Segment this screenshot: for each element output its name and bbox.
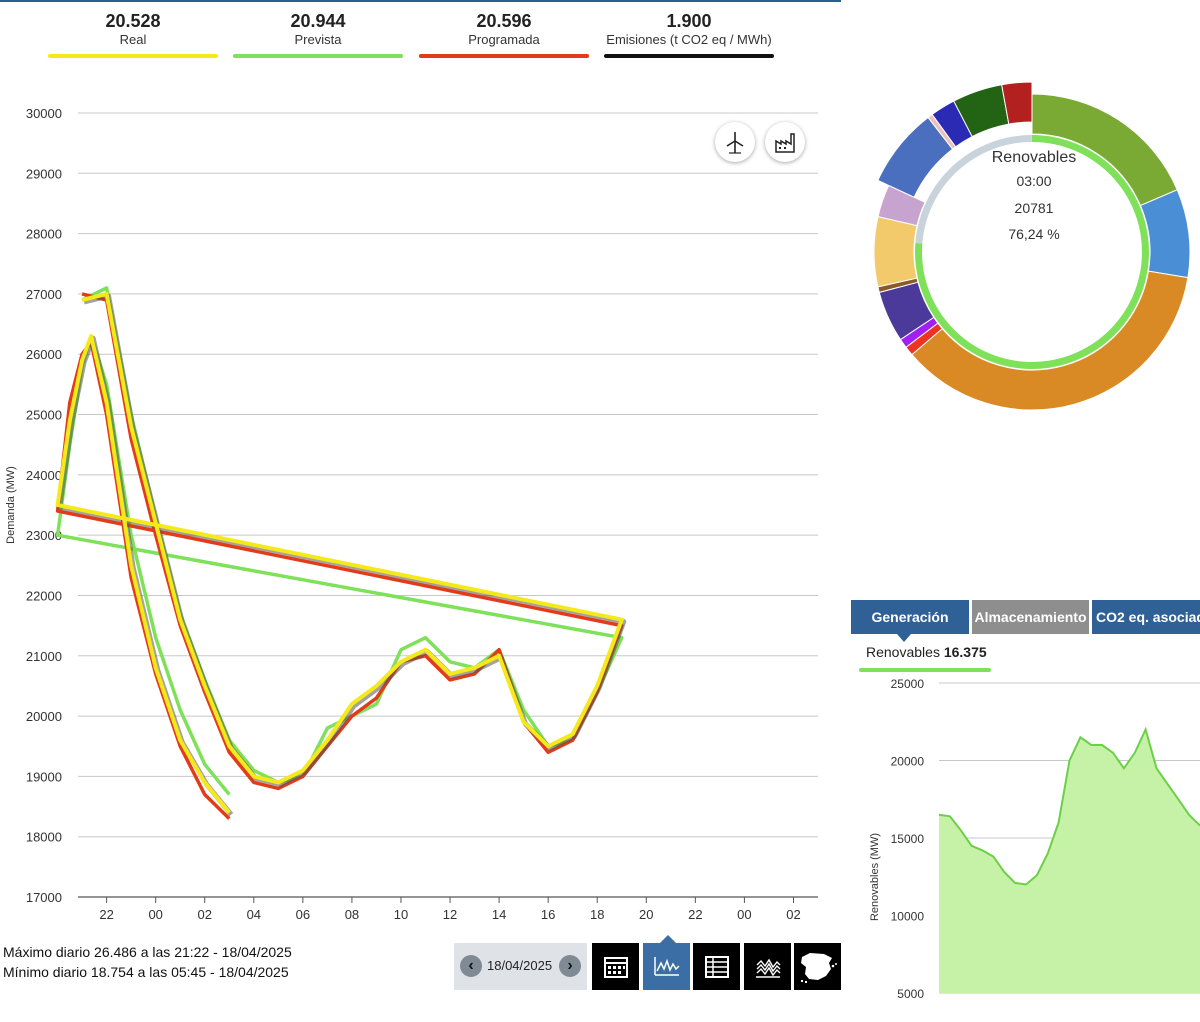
kpi-label: Emisiones (t CO2 eq / MWh) (606, 32, 772, 47)
spain-map-icon (800, 952, 837, 983)
donut-slice[interactable] (877, 184, 926, 227)
kpi-color-bar (233, 54, 403, 58)
y-tick-label: 29000 (26, 166, 62, 181)
table-icon (704, 955, 729, 978)
tab-almacenamiento[interactable]: Almacenamiento (972, 600, 1089, 634)
tab-co2[interactable]: CO2 eq. asociado (1092, 600, 1200, 634)
x-tick-label: 20 (639, 907, 653, 922)
y-tick-label: 20000 (891, 755, 925, 769)
y-tick-label: 27000 (26, 287, 62, 302)
prev-day-button[interactable]: ‹ (460, 955, 482, 977)
kpi-value: 1.900 (666, 11, 712, 31)
kpi-label: Real (119, 32, 147, 47)
date-text: 18/04/2025 (487, 958, 553, 973)
y-tick-label: 30000 (26, 106, 62, 121)
x-tick-label: 06 (296, 907, 310, 922)
area-chart-view-button[interactable] (744, 943, 791, 990)
donut-center-percentage: 76,24 % (1008, 226, 1059, 242)
x-tick-label: 16 (541, 907, 555, 922)
donut-slice[interactable] (1001, 81, 1033, 125)
y-tick-label: 26000 (26, 347, 62, 362)
active-tab-pointer (897, 634, 911, 642)
wind-filter-button[interactable] (715, 122, 755, 162)
x-tick-label: 02 (198, 907, 212, 922)
y-tick-label: 19000 (26, 769, 62, 784)
renewables-label: Renovables (866, 644, 940, 660)
y-tick-label: 15000 (891, 832, 925, 846)
demand-chart: 30000 29000 28000 27000 26000 25000 24000 23000… (5, 106, 818, 922)
kpi-label: Programada (468, 32, 540, 47)
x-tick-label: 04 (247, 907, 261, 922)
x-tick-label: 18 (590, 907, 604, 922)
kpi-1[interactable]: 20.944 Prevista (233, 10, 403, 58)
daily-max-text: Máximo diario 26.486 a las 21:22 - 18/04… (3, 944, 292, 960)
x-tick-label: 00 (737, 907, 751, 922)
kpi-color-bar (419, 54, 589, 58)
date-selector: ‹ 18/04/2025 › (454, 943, 587, 990)
x-tick-label: 22 (688, 907, 702, 922)
donut-center-value: 20781 (1015, 200, 1054, 216)
kpi-value: 20.944 (290, 11, 346, 31)
donut-slice[interactable] (873, 216, 918, 288)
factory-icon (775, 133, 795, 153)
y-tick-label: 23000 (26, 528, 62, 543)
kpi-value: 20.528 (105, 11, 161, 31)
tab-generacion[interactable]: Generación (851, 600, 969, 634)
line-chart-icon (653, 956, 680, 976)
x-tick-label: 12 (443, 907, 457, 922)
donut-slice[interactable] (911, 270, 1189, 411)
generation-donut-chart: Renovables 03:00 20781 76,24 % (873, 81, 1191, 411)
line-chart-view-button[interactable] (643, 943, 690, 990)
x-tick-label: 00 (148, 907, 162, 922)
calendar-icon (603, 956, 628, 978)
y-tick-label: 10000 (891, 910, 925, 924)
y-tick-label: 25000 (26, 408, 62, 423)
renewables-value: 16.375 (943, 644, 987, 660)
y-tick-label: 17000 (26, 890, 62, 905)
donut-center-time: 03:00 (1016, 173, 1051, 189)
series-line-programada[interactable] (55, 292, 624, 820)
x-tick-label: 22 (99, 907, 113, 922)
x-tick-label: 02 (786, 907, 800, 922)
x-tick-label: 10 (394, 907, 408, 922)
kpi-0[interactable]: 20.528 Real (48, 10, 218, 58)
y-axis-label: Demanda (MW) (5, 466, 17, 544)
y-tick-label: 28000 (26, 227, 62, 242)
y-tick-label: 20000 (26, 709, 62, 724)
table-view-button[interactable] (693, 943, 740, 990)
map-view-button[interactable] (794, 943, 841, 990)
kpi-3[interactable]: 1.900 Emisiones (t CO2 eq / MWh) (604, 10, 774, 58)
daily-min-text: Mínimo diario 18.754 a las 05:45 - 18/04… (3, 964, 289, 980)
y-tick-label: 5000 (897, 987, 924, 1001)
renewables-chart: 25000 20000 15000 10000 5000 Renovables (MW) (869, 677, 1200, 1001)
wind-turbine-icon (726, 132, 744, 154)
y-tick-label: 24000 (26, 468, 62, 483)
renewables-area[interactable] (939, 729, 1200, 994)
factory-filter-button[interactable] (765, 122, 805, 162)
kpi-2[interactable]: 20.596 Programada (419, 10, 589, 58)
active-tab-caret (660, 935, 676, 943)
area-chart-icon (755, 958, 780, 978)
kpi-label: Prevista (294, 32, 342, 47)
series-line-real[interactable] (55, 291, 624, 814)
y-tick-label: 22000 (26, 588, 62, 603)
y-tick-label: 25000 (891, 677, 925, 691)
renewables-underline (859, 668, 991, 672)
kpi-color-bar (48, 54, 218, 58)
renewables-line[interactable] (938, 726, 1200, 886)
donut-center-title: Renovables (992, 149, 1077, 166)
non-renewables-ring[interactable] (915, 135, 1032, 244)
next-day-button[interactable]: › (559, 955, 581, 977)
x-tick-label: 14 (492, 907, 506, 922)
top-border (0, 0, 841, 2)
calendar-button[interactable] (592, 943, 639, 990)
kpi-value: 20.596 (476, 11, 532, 31)
kpi-color-bar (604, 54, 774, 58)
y-tick-label: 18000 (26, 830, 62, 845)
y-tick-label: 21000 (26, 649, 62, 664)
x-tick-label: 08 (345, 907, 359, 922)
y-axis-label: Renovables (MW) (869, 833, 881, 921)
renewables-summary: Renovables 16.375 (866, 644, 987, 660)
